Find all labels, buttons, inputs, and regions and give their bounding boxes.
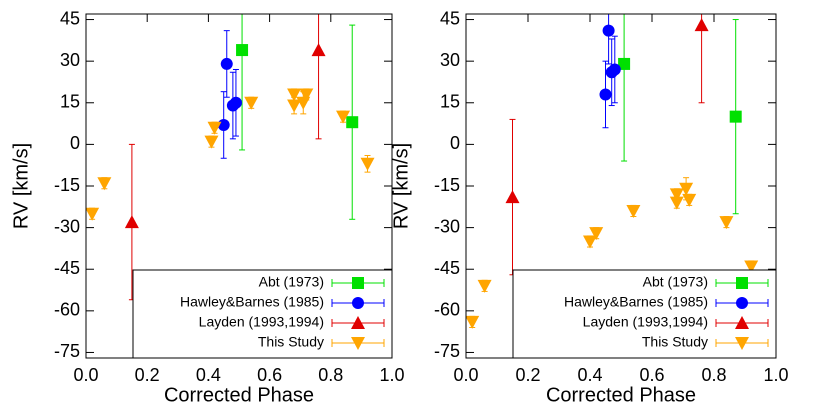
x-tick-label: 0.2 <box>135 365 160 385</box>
marker-square <box>346 116 359 129</box>
marker-triangle-down <box>299 88 314 102</box>
marker-square <box>736 277 748 289</box>
marker-triangle-up <box>505 190 520 204</box>
legend-label: Layden (1993,1994) <box>199 314 324 330</box>
marker-circle <box>229 96 242 109</box>
marker-triangle-down <box>287 88 302 102</box>
x-tick-label: 0.6 <box>639 365 664 385</box>
legend-label: Layden (1993,1994) <box>583 314 708 330</box>
marker-circle <box>736 297 748 309</box>
y-tick-label: -75 <box>434 341 460 361</box>
x-tick-label: 0.4 <box>577 365 602 385</box>
marker-triangle-down <box>682 193 697 207</box>
y-axis-label: RV [km/s] <box>390 143 412 229</box>
marker-square <box>729 110 742 123</box>
x-tick-label: 0.8 <box>701 365 726 385</box>
y-tick-label: -45 <box>54 258 80 278</box>
marker-triangle-down <box>287 99 302 113</box>
x-tick-label: 1.0 <box>379 365 404 385</box>
panel: 45 30 15 0 -15 -30 -45 -60 -75 0.0 0.2 0.4 0.6 0.8 1.0… <box>390 8 788 405</box>
legend-label: Hawley&Barnes (1985) <box>180 294 324 310</box>
legend-label: This Study <box>642 334 708 350</box>
marker-triangle-down <box>735 337 749 350</box>
marker-triangle-down <box>477 279 492 293</box>
marker-triangle-down <box>719 216 734 230</box>
marker-triangle-down <box>351 337 365 350</box>
legend-label: Abt (1973) <box>259 274 324 290</box>
marker-triangle-down <box>744 260 759 274</box>
marker-triangle-down <box>86 207 100 221</box>
marker-circle <box>602 24 615 37</box>
marker-triangle-down <box>207 121 222 135</box>
y-tick-label: -75 <box>54 341 80 361</box>
marker-circle <box>608 63 621 76</box>
marker-triangle-up <box>311 43 326 57</box>
marker-triangle-down <box>244 96 259 110</box>
x-tick-label: 0.8 <box>318 365 343 385</box>
legend-label: Abt (1973) <box>643 274 708 290</box>
y-tick-label: 15 <box>440 92 460 112</box>
marker-triangle-up <box>124 215 139 229</box>
y-tick-label: 45 <box>60 8 80 28</box>
x-tick-label: 0.0 <box>453 365 478 385</box>
y-tick-label: -30 <box>54 216 80 236</box>
marker-square <box>236 44 249 57</box>
marker-triangle-down <box>669 196 684 210</box>
marker-triangle-down <box>626 204 641 218</box>
x-tick-label: 0.2 <box>515 365 540 385</box>
panel: 45 30 15 0 -15 -30 -45 -60 -75 0.0 0.2 0.4 0.6 0.8 1.0… <box>10 8 404 405</box>
marker-triangle-down <box>583 235 597 249</box>
y-axis-label: RV [km/s] <box>10 143 32 229</box>
marker-triangle-up <box>351 316 365 329</box>
y-tick-label: -15 <box>54 175 80 195</box>
y-tick-label: -30 <box>434 216 460 236</box>
plot-area <box>86 14 375 301</box>
x-axis-label: Corrected Phase <box>546 384 696 405</box>
marker-triangle-down <box>589 227 604 241</box>
marker-triangle-up <box>735 316 749 329</box>
y-tick-label: -45 <box>434 258 460 278</box>
plot-area <box>466 14 759 329</box>
legend-label: This Study <box>258 334 324 350</box>
marker-triangle-down <box>466 315 480 329</box>
y-tick-label: 0 <box>70 133 80 153</box>
marker-triangle-down <box>360 157 375 171</box>
y-tick-label: -60 <box>54 300 80 320</box>
x-tick-label: 0.6 <box>257 365 282 385</box>
marker-triangle-down <box>97 177 112 191</box>
y-tick-label: 0 <box>450 133 460 153</box>
x-tick-label: 1.0 <box>763 365 788 385</box>
marker-triangle-down <box>669 188 684 202</box>
marker-triangle-down <box>679 182 694 196</box>
marker-square <box>618 57 631 70</box>
y-tick-label: -15 <box>434 175 460 195</box>
marker-circle <box>220 57 233 70</box>
legend-label: Hawley&Barnes (1985) <box>564 294 708 310</box>
marker-triangle-up <box>694 18 709 32</box>
marker-triangle-down <box>336 110 351 124</box>
marker-triangle-down <box>204 135 219 149</box>
y-tick-label: -60 <box>434 300 460 320</box>
marker-square <box>352 277 364 289</box>
marker-circle <box>352 297 364 309</box>
y-tick-label: 45 <box>440 8 460 28</box>
y-tick-label: 15 <box>60 92 80 112</box>
marker-circle <box>599 88 612 101</box>
x-axis-label: Corrected Phase <box>164 384 314 405</box>
x-tick-label: 0.0 <box>73 365 98 385</box>
y-tick-label: 30 <box>440 50 460 70</box>
x-tick-label: 0.4 <box>196 365 221 385</box>
y-tick-label: 30 <box>60 50 80 70</box>
